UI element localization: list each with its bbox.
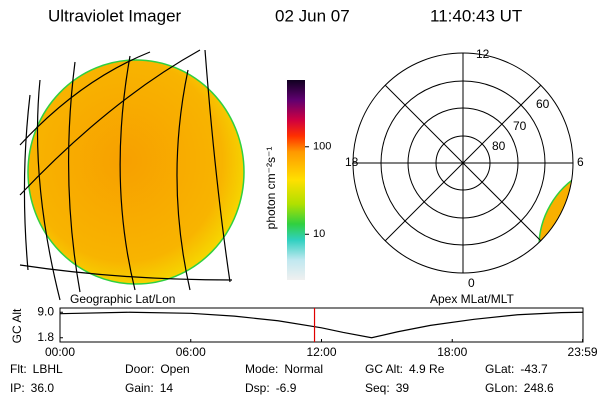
- lat-label: 80: [492, 139, 506, 153]
- mlt-label: 0: [468, 276, 475, 290]
- colorbar-tick-label: 10: [313, 228, 325, 240]
- altitude-frame: [59, 307, 584, 343]
- panel-label: Apex MLat/MLT: [430, 292, 514, 306]
- info-label: GLon:: [485, 381, 518, 395]
- info-label: Flt:: [10, 362, 27, 376]
- colorbar: [287, 80, 305, 280]
- colorbar-tick-label: 100: [313, 141, 331, 153]
- panel-label: Geographic Lat/Lon: [70, 292, 175, 306]
- polar-plot: [352, 52, 574, 274]
- altitude-label: GC Alt: [10, 308, 24, 343]
- lat-label: 70: [513, 119, 527, 133]
- y-tick-label: 9.0: [37, 304, 54, 318]
- date: 02 Jun 07: [275, 6, 350, 25]
- x-tick-label: 23:59: [568, 345, 598, 359]
- mlt-label: 6: [577, 155, 584, 169]
- info-value: -43.7: [520, 362, 548, 376]
- geographic-image: [19, 49, 245, 301]
- info-value: 36.0: [31, 381, 55, 395]
- x-tick-label: 06:00: [176, 345, 206, 359]
- info-label: GC Alt:: [365, 362, 403, 376]
- x-tick-label: 00:00: [45, 345, 75, 359]
- info-label: Dsp:: [245, 381, 270, 395]
- mlt-label: 12: [476, 47, 490, 61]
- info-label: GLat:: [485, 362, 514, 376]
- info-label: Gain:: [125, 381, 154, 395]
- info-label: IP:: [10, 381, 25, 395]
- x-tick-label: 18:00: [437, 345, 467, 359]
- info-value: LBHL: [33, 362, 63, 376]
- y-tick-label: 1.8: [37, 330, 54, 344]
- info-value: Normal: [284, 362, 323, 376]
- info-panel: Flt: LBHL Door: Open Mode: Normal GC Alt: 4.9 R…: [10, 362, 554, 395]
- title: Ultraviolet Imager: [48, 6, 182, 25]
- info-value: -6.9: [276, 381, 297, 395]
- time: 11:40:43 UT: [430, 6, 522, 25]
- mlt-label: 18: [345, 155, 359, 169]
- lat-label: 60: [536, 97, 550, 111]
- info-value: 14: [160, 381, 174, 395]
- info-label: Seq:: [365, 381, 390, 395]
- info-label: Mode:: [245, 362, 278, 376]
- colorbar-label: photon cm⁻²s⁻¹: [264, 147, 278, 230]
- info-label: Door:: [125, 362, 154, 376]
- info-value: 248.6: [524, 381, 554, 395]
- altitude-plot: 00:00 06:00 12:00 18:00 23:59 9.0 1.8: [37, 304, 598, 359]
- info-value: 39: [396, 381, 410, 395]
- x-tick-label: 12:00: [306, 345, 336, 359]
- altitude-line: [59, 311, 584, 339]
- info-value: Open: [160, 362, 189, 376]
- info-value: 4.9 Re: [409, 362, 445, 376]
